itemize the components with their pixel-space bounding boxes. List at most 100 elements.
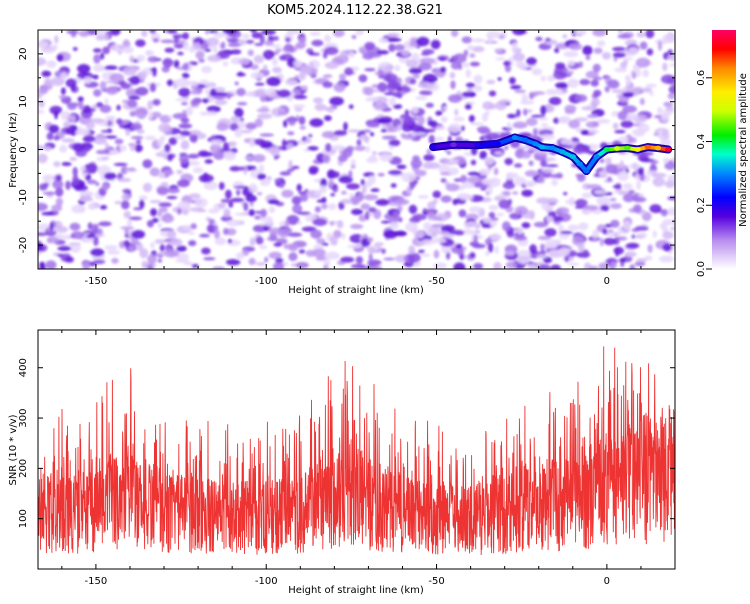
spectrogram-noise-blob: [312, 249, 326, 257]
signal-point: [549, 146, 555, 151]
spectrogram-noise-blob: [468, 172, 481, 176]
spectrogram-noise-blob: [488, 167, 493, 170]
spectrogram-noise-blob: [652, 173, 667, 178]
spectrogram-noise-blob: [367, 123, 380, 127]
spectrogram-noise-blob: [378, 173, 385, 176]
spectrogram-noise-blob: [104, 172, 116, 180]
spectrogram-noise-blob: [612, 47, 626, 51]
spectrogram-noise-blob: [231, 116, 240, 123]
spectrogram-noise-blob: [377, 119, 391, 124]
spectrogram-noise-blob: [582, 46, 592, 56]
snr-series-line: [38, 346, 675, 555]
spectrogram-noise-blob: [102, 47, 110, 55]
spectrogram-noise-blob: [47, 132, 54, 140]
spectrogram-noise-blob: [534, 222, 548, 228]
spectrogram-noise-blob: [250, 237, 256, 246]
spectrogram-noise-blob: [494, 168, 499, 176]
spectrogram-noise-blob: [150, 28, 157, 34]
spectrogram-noise-blob: [401, 172, 416, 182]
spectrogram-noise-blob: [66, 79, 77, 88]
spectrogram-noise-blob: [472, 46, 484, 52]
spectrogram-noise-blob: [613, 233, 618, 237]
spectrogram-noise-blob: [582, 193, 593, 199]
spectrogram-noise-blob: [545, 164, 559, 167]
spectrogram-noise-blob: [473, 244, 486, 249]
spectrogram-noise-blob: [532, 91, 545, 95]
spectrogram-noise-blob: [102, 157, 110, 161]
spectrogram-noise-blob: [482, 113, 488, 122]
spectrogram-noise-blob: [256, 89, 265, 97]
spectrogram-noise-blob: [409, 124, 424, 131]
spectrogram-noise-blob: [662, 34, 676, 44]
spectrogram-noise-blob: [408, 245, 415, 254]
spectrogram-noise-blob: [179, 154, 189, 163]
spectrogram-noise-blob: [301, 85, 309, 90]
spectrogram-noise-blob: [513, 121, 527, 128]
spectrogram-noise-blob: [106, 86, 118, 95]
spectrogram-noise-blob: [129, 217, 142, 221]
spectrogram-noise-blob: [33, 203, 48, 211]
spectrogram-noise-blob: [586, 121, 600, 128]
spectrogram-noise-blob: [421, 254, 431, 257]
spectrogram-noise-blob: [575, 94, 587, 102]
y-tick-label: 0: [18, 146, 29, 152]
snr-xlabel: Height of straight line (km): [288, 585, 424, 596]
spectrogram-noise-blob: [372, 151, 377, 155]
spectrogram-noise-blob: [365, 211, 369, 220]
spectrogram-noise-blob: [613, 123, 619, 130]
spectrogram-noise-blob: [167, 196, 178, 199]
spectrogram-noise-blob: [466, 69, 472, 78]
spectrogram-noise-blob: [96, 102, 103, 107]
spectrogram-noise-blob: [423, 154, 434, 161]
spectrogram-noise-blob: [205, 28, 209, 35]
spectrogram-noise-blob: [324, 35, 331, 43]
spectrogram-noise-blob: [506, 261, 517, 268]
spectrogram-noise-blob: [392, 92, 401, 97]
spectrogram-noise-blob: [494, 151, 503, 154]
spectrogram-noise-blob: [523, 109, 528, 116]
spectrogram-noise-blob: [129, 76, 140, 85]
spectrogram-noise-blob: [465, 221, 478, 227]
spectrogram-noise-blob: [324, 115, 332, 121]
spectrogram-noise-blob: [615, 247, 619, 257]
spectrogram-noise-blob: [435, 111, 442, 116]
spectrogram-noise-blob: [255, 118, 263, 127]
spectrogram-noise-blob: [411, 228, 418, 233]
spectrogram-noise-blob: [65, 256, 74, 262]
spectrogram-noise-blob: [133, 207, 143, 210]
spectrogram-noise-blob: [396, 199, 410, 205]
spectrogram-noise-blob: [580, 130, 588, 135]
spectrogram-noise-blob: [428, 120, 438, 126]
spectrogram-noise-blob: [254, 215, 261, 219]
spectrogram-noise-blob: [242, 34, 249, 39]
spectrogram-noise-blob: [317, 199, 327, 203]
spectrogram-noise-blob: [456, 244, 463, 249]
spectrogram-noise-blob: [433, 217, 442, 221]
spectrogram-noise-blob: [600, 238, 604, 247]
spectrogram-noise-blob: [90, 118, 105, 123]
spectrogram-noise-blob: [669, 85, 680, 94]
spectrogram-noise-blob: [236, 252, 245, 259]
spectrogram-noise-blob: [160, 40, 174, 44]
spectrogram-noise-blob: [104, 65, 117, 70]
spectrogram-noise-blob: [307, 146, 318, 151]
spectrogram-noise-blob: [512, 191, 518, 194]
spectrogram-noise-blob: [446, 183, 460, 191]
spectrogram-noise-blob: [514, 163, 522, 167]
spectrogram-noise-blob: [255, 83, 265, 86]
spectrogram-noise-blob: [176, 246, 186, 252]
spectrogram-noise-blob: [433, 191, 442, 199]
spectrogram-noise-blob: [214, 230, 220, 239]
spectrogram-noise-blob: [205, 159, 214, 163]
spectrogram-noise-blob: [311, 40, 323, 47]
spectrogram-noise-blob: [274, 179, 280, 182]
y-tick-label: 200: [18, 459, 29, 478]
spectrogram-noise-blob: [427, 201, 436, 210]
spectrogram-noise-blob: [296, 42, 307, 48]
spectrogram-noise-blob: [288, 228, 292, 233]
spectrogram-noise-blob: [355, 28, 364, 36]
spectrogram-noise-blob: [516, 109, 521, 117]
spectrogram-noise-blob: [551, 179, 558, 186]
spectrogram-noise-blob: [131, 123, 143, 130]
spectrogram-noise-blob: [142, 159, 152, 168]
